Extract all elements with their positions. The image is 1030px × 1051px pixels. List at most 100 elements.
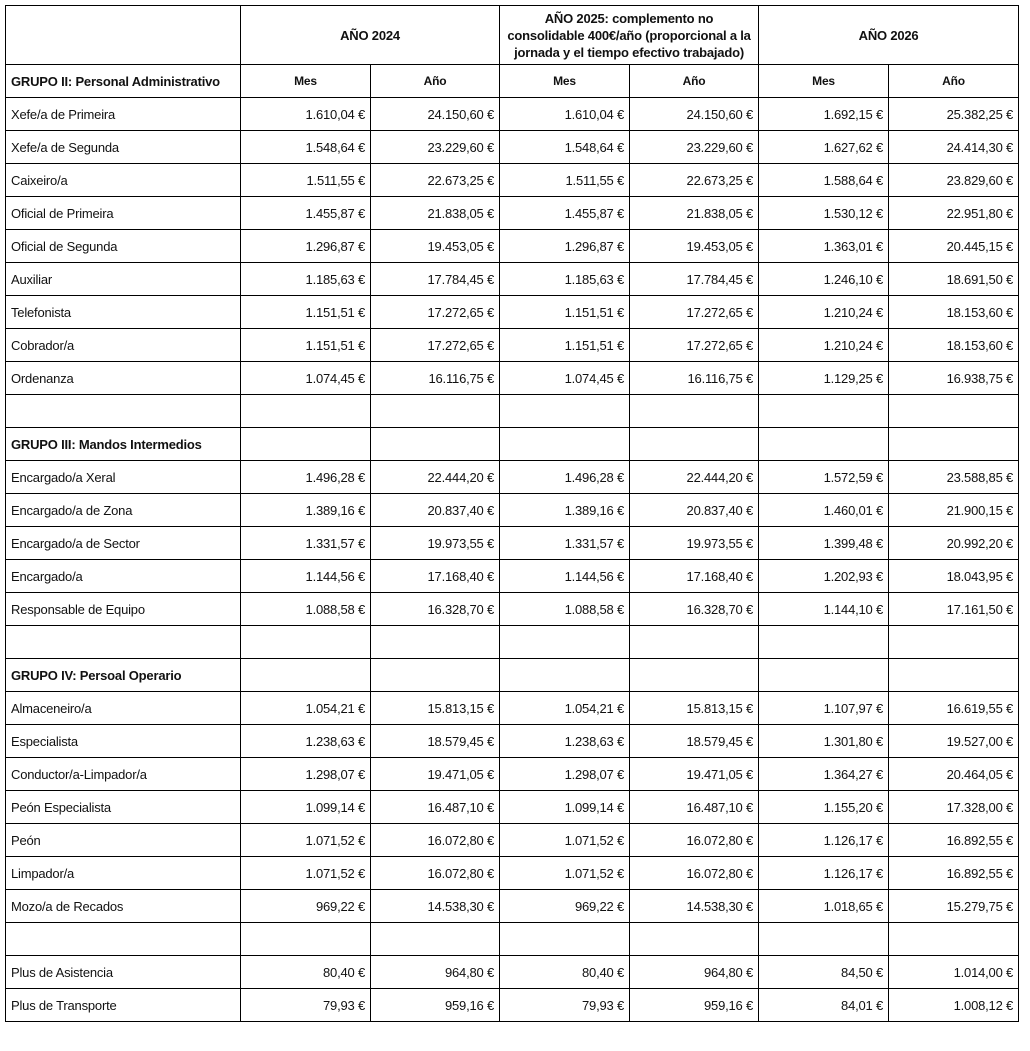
year-header: AÑO 2026	[758, 5, 1020, 65]
empty-cell	[499, 625, 631, 659]
row-label: Oficial de Primeira	[5, 196, 241, 230]
cell-value: 16.938,75 €	[888, 361, 1020, 395]
row-label: Especialista	[5, 724, 241, 758]
empty-cell	[5, 394, 241, 428]
salary-table: AÑO 2024 AÑO 2025: complemento no consoli…	[5, 5, 1020, 1022]
cell-value: 1.126,17 €	[758, 823, 890, 857]
empty-cell	[5, 5, 241, 65]
table-row: Telefonista 1.151,51 €17.272,65 €1.151,51…	[5, 295, 1020, 329]
cell-value: 1.572,59 €	[758, 460, 890, 494]
empty-cell	[240, 394, 371, 428]
year-header: AÑO 2025: complemento no consolidable 40…	[499, 5, 760, 65]
cell-value: 24.150,60 €	[369, 97, 501, 131]
cell-value: 1.074,45 €	[240, 361, 371, 395]
cell-value: 21.838,05 €	[629, 196, 760, 230]
table-row: Responsable de Equipo 1.088,58 €16.328,70…	[5, 592, 1020, 626]
cell-value: 22.444,20 €	[369, 460, 501, 494]
empty-cell	[499, 427, 631, 461]
cell-value: 22.951,80 €	[888, 196, 1020, 230]
cell-value: 1.298,07 €	[240, 757, 371, 791]
cell-value: 17.784,45 €	[369, 262, 501, 296]
row-label: Auxiliar	[5, 262, 241, 296]
cell-value: 18.153,60 €	[888, 295, 1020, 329]
cell-value: 1.364,27 €	[758, 757, 890, 791]
table-row: Encargado/a de Zona 1.389,16 €20.837,40 €…	[5, 493, 1020, 527]
subcolumn-header: Mes	[240, 64, 371, 98]
table-row: AÑO 2024 AÑO 2025: complemento no consoli…	[5, 5, 1020, 65]
empty-cell	[888, 394, 1020, 428]
cell-value: 20.837,40 €	[369, 493, 501, 527]
cell-value: 1.331,57 €	[240, 526, 371, 560]
empty-cell	[369, 922, 501, 956]
cell-value: 25.382,25 €	[888, 97, 1020, 131]
cell-value: 23.229,60 €	[629, 130, 760, 164]
cell-value: 1.074,45 €	[499, 361, 631, 395]
empty-cell	[240, 625, 371, 659]
cell-value: 17.272,65 €	[629, 328, 760, 362]
cell-value: 18.579,45 €	[629, 724, 760, 758]
subcolumn-header: Año	[888, 64, 1020, 98]
row-label: Cobrador/a	[5, 328, 241, 362]
cell-value: 20.445,15 €	[888, 229, 1020, 263]
cell-value: 16.892,55 €	[888, 856, 1020, 890]
row-label: Peón	[5, 823, 241, 857]
cell-value: 1.296,87 €	[499, 229, 631, 263]
cell-value: 1.151,51 €	[499, 328, 631, 362]
cell-value: 1.144,10 €	[758, 592, 890, 626]
empty-cell	[758, 658, 890, 692]
cell-value: 14.538,30 €	[369, 889, 501, 923]
cell-value: 1.054,21 €	[240, 691, 371, 725]
cell-value: 1.202,93 €	[758, 559, 890, 593]
row-label: Oficial de Segunda	[5, 229, 241, 263]
empty-cell	[5, 922, 241, 956]
table-row: Oficial de Segunda 1.296,87 €19.453,05 € 1…	[5, 229, 1020, 263]
cell-value: 19.453,05 €	[629, 229, 760, 263]
cell-value: 1.144,56 €	[499, 559, 631, 593]
cell-value: 964,80 €	[629, 955, 760, 989]
cell-value: 1.210,24 €	[758, 295, 890, 329]
table-row: GRUPO II: Personal Administrativo Mes Año M…	[5, 64, 1020, 98]
empty-cell	[888, 922, 1020, 956]
cell-value: 1.389,16 €	[499, 493, 631, 527]
cell-value: 15.813,15 €	[629, 691, 760, 725]
cell-value: 15.813,15 €	[369, 691, 501, 725]
row-label: Caixeiro/a	[5, 163, 241, 197]
row-label: Peón Especialista	[5, 790, 241, 824]
empty-cell	[629, 922, 760, 956]
table-row: Encargado/a Xeral 1.496,28 €22.444,20 €1.…	[5, 460, 1020, 494]
table-row: Cobrador/a 1.151,51 €17.272,65 €1.151,51 …	[5, 328, 1020, 362]
cell-value: 16.487,10 €	[369, 790, 501, 824]
cell-value: 1.155,20 €	[758, 790, 890, 824]
cell-value: 1.126,17 €	[758, 856, 890, 890]
cell-value: 959,16 €	[629, 988, 760, 1022]
empty-cell	[888, 658, 1020, 692]
cell-value: 1.008,12 €	[888, 988, 1020, 1022]
subcolumn-header: Mes	[499, 64, 631, 98]
cell-value: 16.487,10 €	[629, 790, 760, 824]
row-label: Plus de Asistencia	[5, 955, 241, 989]
table-row: Plus de Transporte 79,93 €959,16 €79,93 €…	[5, 988, 1020, 1022]
cell-value: 17.168,40 €	[369, 559, 501, 593]
group-title: GRUPO IV: Persoal Operario	[5, 658, 241, 692]
cell-value: 20.464,05 €	[888, 757, 1020, 791]
cell-value: 16.116,75 €	[629, 361, 760, 395]
empty-cell	[499, 394, 631, 428]
cell-value: 1.151,51 €	[240, 295, 371, 329]
cell-value: 1.496,28 €	[240, 460, 371, 494]
cell-value: 1.071,52 €	[240, 856, 371, 890]
cell-value: 1.692,15 €	[758, 97, 890, 131]
cell-value: 1.548,64 €	[499, 130, 631, 164]
cell-value: 1.185,63 €	[240, 262, 371, 296]
row-label: Ordenanza	[5, 361, 241, 395]
cell-value: 19.453,05 €	[369, 229, 501, 263]
cell-value: 23.829,60 €	[888, 163, 1020, 197]
row-label: Limpador/a	[5, 856, 241, 890]
row-label: Encargado/a de Zona	[5, 493, 241, 527]
cell-value: 17.328,00 €	[888, 790, 1020, 824]
cell-value: 79,93 €	[499, 988, 631, 1022]
cell-value: 969,22 €	[499, 889, 631, 923]
empty-cell	[758, 427, 890, 461]
cell-value: 1.627,62 €	[758, 130, 890, 164]
